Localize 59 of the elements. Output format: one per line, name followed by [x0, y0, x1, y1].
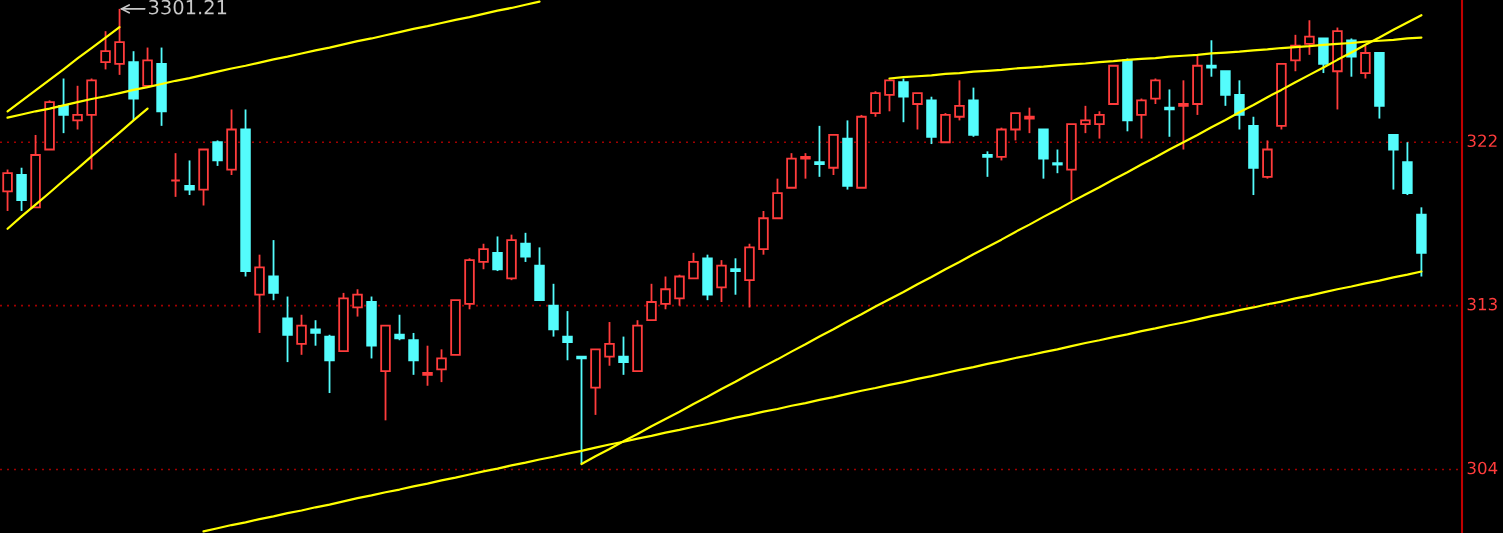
candlestick: [436, 348, 447, 384]
candlestick: [800, 152, 811, 180]
candlestick: [1388, 134, 1399, 191]
candlestick: [954, 79, 965, 122]
candlestick: [646, 282, 657, 322]
candlestick: [1178, 79, 1189, 151]
candlestick: [870, 90, 881, 118]
text: 313: [1467, 297, 1497, 311]
candlestick: [912, 92, 923, 131]
candlestick: [716, 259, 727, 303]
text: 304: [1467, 461, 1498, 475]
candlestick: [562, 310, 573, 362]
candlestick: [58, 77, 69, 135]
candlestick: [1052, 148, 1063, 175]
candlestick: [1024, 106, 1035, 135]
candlestick: [492, 235, 503, 272]
candlestick: [576, 355, 587, 465]
candlestick: [1290, 33, 1301, 73]
candlestick: [520, 231, 531, 263]
candlestick: [1206, 39, 1217, 78]
candlestick: [324, 333, 335, 394]
candlestick: [884, 79, 895, 113]
candlestick: [660, 275, 671, 311]
candlestick: [72, 84, 83, 131]
candlestick: [1136, 97, 1147, 140]
candlestick: [184, 159, 195, 196]
candlestick: [1164, 88, 1175, 138]
candlestick: [548, 282, 559, 338]
candlestick: [422, 344, 433, 387]
candlestick: [1080, 104, 1091, 135]
candlestick: [296, 313, 307, 356]
candlestick: [688, 251, 699, 280]
candlestick: [730, 257, 741, 296]
candlestick: [1150, 77, 1161, 105]
candlestick: [674, 273, 685, 307]
candlestick: [212, 139, 223, 167]
candlestick: [618, 335, 629, 376]
candlestick: [1094, 110, 1105, 140]
candlestick: [408, 332, 419, 376]
candlestick: [982, 150, 993, 178]
candlestick: [268, 239, 279, 302]
candlestick: [1360, 44, 1371, 80]
candlestick: [100, 30, 111, 71]
annotation: 3301.21: [149, 0, 227, 15]
candlestick: [1220, 70, 1231, 107]
candlestick: [310, 319, 321, 347]
candlestick: [604, 321, 615, 367]
candlestick: [394, 313, 405, 342]
candlestick: [1010, 112, 1021, 142]
candlestick: [352, 288, 363, 318]
candlestick: [814, 124, 825, 178]
candlestick: [282, 295, 293, 363]
text: 322: [1467, 134, 1497, 148]
candlestick: [1304, 19, 1315, 56]
candlestick: [1234, 79, 1245, 131]
candlestick: [2, 168, 13, 212]
candlestick: [114, 7, 125, 76]
candlestick: [478, 242, 489, 271]
candlestick: [898, 77, 909, 124]
